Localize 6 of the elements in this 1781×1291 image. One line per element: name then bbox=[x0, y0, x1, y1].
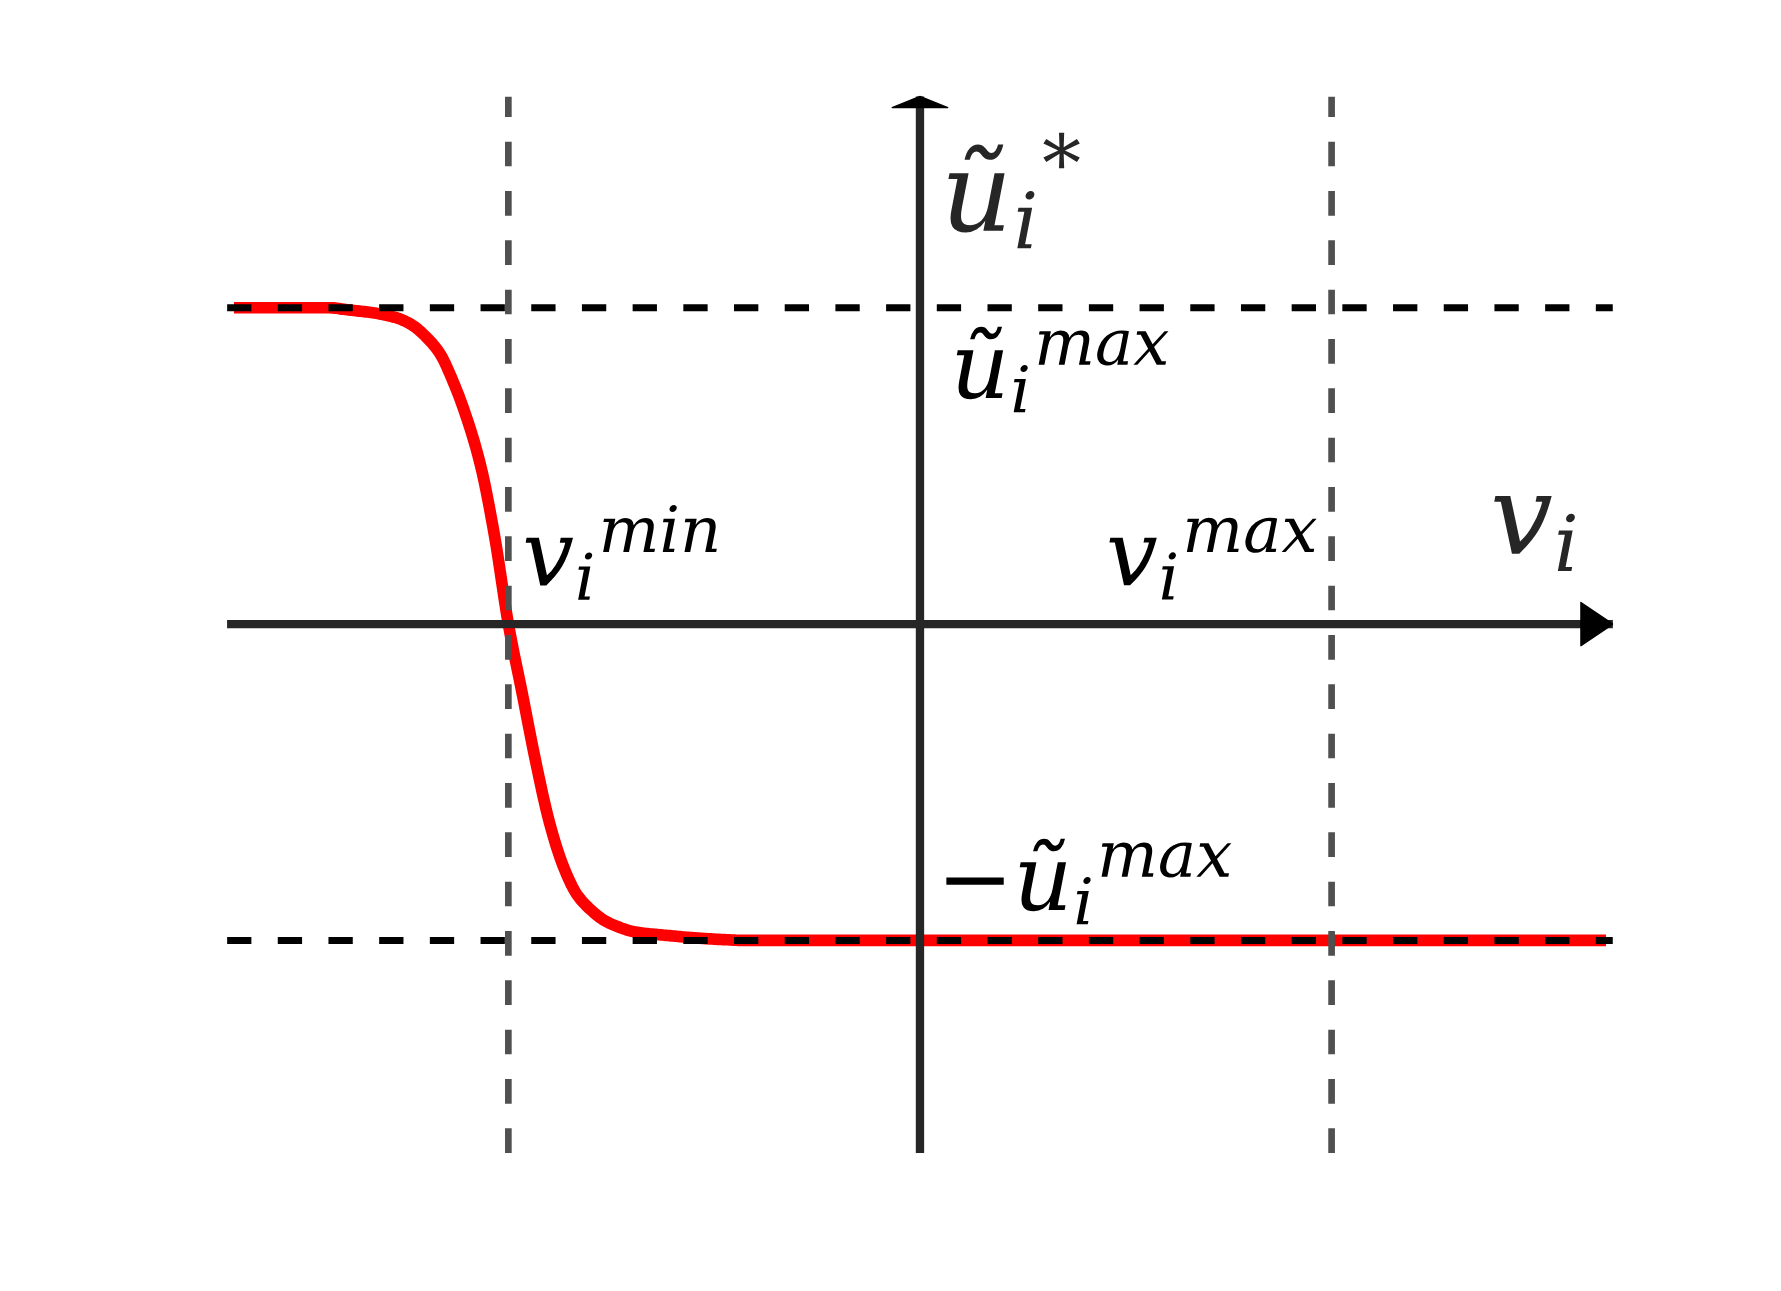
ref-line-label: ũ$_{i}$$^{max}$ bbox=[956, 326, 1169, 413]
y-axis-title: ũ$_{i}$$^{*}$ bbox=[948, 132, 1080, 249]
annotation: v$_{i}$$^{min}$ bbox=[525, 504, 717, 600]
annotation: v$_{i}$$^{max}$ bbox=[1109, 517, 1317, 600]
x-axis-title: v$_{i}$ bbox=[1494, 495, 1575, 571]
ref-line-label: −ũ$_{i}$$^{max}$ bbox=[946, 838, 1232, 925]
